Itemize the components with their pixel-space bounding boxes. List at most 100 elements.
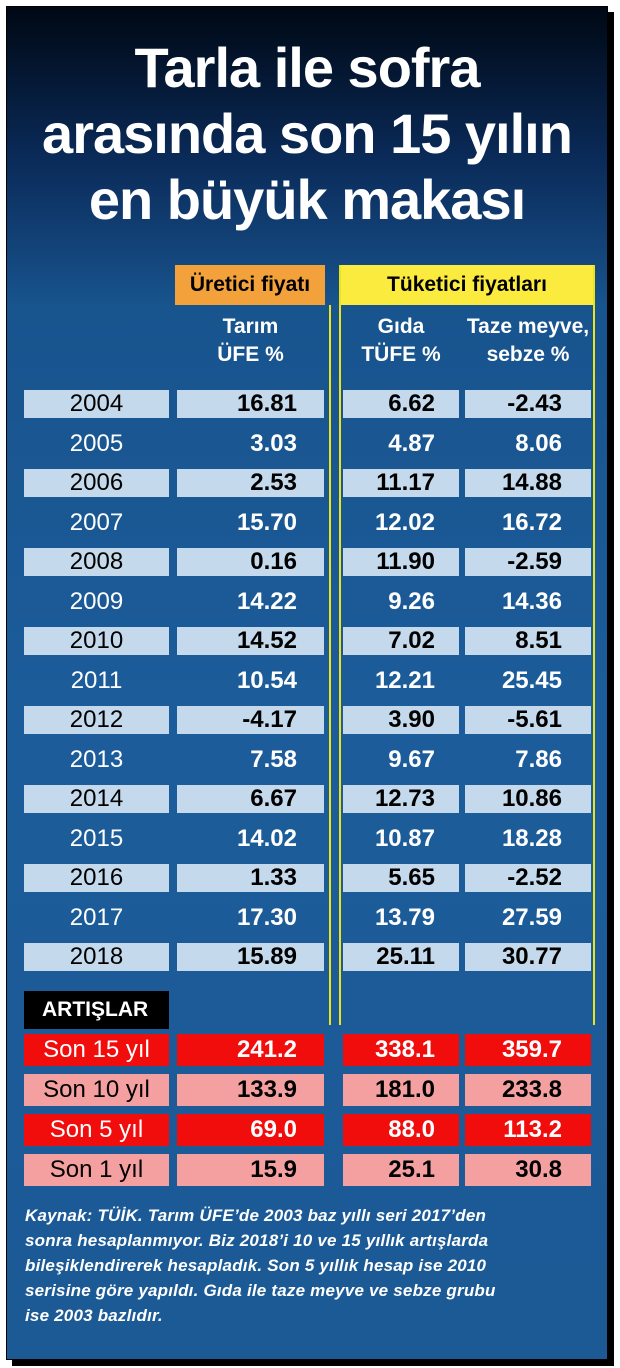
column-header-line: Gıda	[377, 315, 425, 338]
tufe-increase-cell: 25.1	[343, 1154, 459, 1186]
tufe-value-cell: 4.87	[388, 430, 435, 457]
tufe-value-cell: 6.62	[343, 390, 459, 418]
fresh-value-cell: -2.43	[465, 390, 591, 418]
fresh-value-cell: 14.36	[501, 588, 562, 615]
tufe-value-cell: 9.67	[388, 746, 435, 773]
year-cell: 2006	[24, 469, 169, 497]
title-line: arasında son 15 yılın	[42, 102, 573, 165]
ufe-increase-cell: 241.2	[177, 1034, 324, 1066]
ufe-value-cell: 0.16	[177, 548, 324, 576]
year-cell: 2005	[69, 430, 124, 457]
tufe-value-cell: 12.02	[374, 509, 435, 536]
ufe-value-cell: 6.67	[177, 785, 324, 813]
fresh-value-cell: 16.72	[501, 509, 562, 536]
tufe-value-cell: 25.11	[343, 943, 459, 971]
year-cell: 2004	[24, 390, 169, 418]
tufe-increase-cell: 338.1	[343, 1034, 459, 1066]
source-note-line: sonra hesaplanmıyor. Biz 2018’i 10 ve 15…	[25, 1231, 489, 1250]
infographic-card: Tarla ile sofra arasında son 15 yılın en…	[6, 6, 608, 1360]
column-header-ufe: Tarım ÜFE %	[177, 313, 324, 369]
ufe-value-cell: 14.52	[177, 627, 324, 655]
ufe-value-cell: 1.33	[177, 864, 324, 892]
ufe-value-cell: 10.54	[236, 667, 297, 694]
ufe-value-cell: 17.30	[236, 904, 297, 931]
column-header-line: Taze meyve,	[466, 315, 590, 338]
ufe-increase-cell: 69.0	[177, 1114, 324, 1146]
source-note-line: bileşiklendirerek hesapladık. Son 5 yıll…	[25, 1256, 487, 1275]
tufe-value-cell: 11.90	[343, 548, 459, 576]
fresh-increase-cell: 113.2	[465, 1114, 591, 1146]
year-cell: 2018	[24, 943, 169, 971]
ufe-value-cell: 16.81	[177, 390, 324, 418]
increases-label: ARTIŞLAR %	[24, 991, 169, 1059]
year-cell: 2012	[24, 706, 169, 734]
fresh-value-cell: 10.86	[465, 785, 591, 813]
source-note-line: Kaynak: TÜİK. Tarım ÜFE’de 2003 baz yıll…	[25, 1206, 487, 1225]
column-header-line: ÜFE %	[217, 343, 284, 366]
tufe-value-cell: 13.79	[374, 904, 435, 931]
fresh-value-cell: 25.45	[501, 667, 562, 694]
tufe-value-cell: 9.26	[388, 588, 435, 615]
fresh-value-cell: 30.77	[465, 943, 591, 971]
column-divider	[329, 305, 331, 1025]
ufe-value-cell: 14.22	[236, 588, 297, 615]
fresh-value-cell: 8.06	[515, 430, 562, 457]
period-cell: Son 5 yıl	[24, 1114, 169, 1146]
tufe-increase-cell: 88.0	[343, 1114, 459, 1146]
column-divider	[339, 265, 341, 1025]
ufe-value-cell: 15.89	[177, 943, 324, 971]
year-cell: 2017	[69, 904, 124, 931]
fresh-increase-cell: 233.8	[465, 1074, 591, 1106]
year-cell: 2016	[24, 864, 169, 892]
tufe-value-cell: 11.17	[343, 469, 459, 497]
column-header-fresh: Taze meyve, sebze %	[465, 313, 591, 369]
period-cell: Son 1 yıl	[24, 1154, 169, 1186]
year-cell: 2013	[69, 746, 124, 773]
tufe-value-cell: 3.90	[343, 706, 459, 734]
tufe-value-cell: 12.73	[343, 785, 459, 813]
source-note-line: serisine göre yapıldı. Gıda ile taze mey…	[25, 1281, 496, 1300]
producer-price-header: Üretici fiyatı	[175, 265, 325, 305]
fresh-value-cell: 27.59	[501, 904, 562, 931]
ufe-value-cell: 2.53	[177, 469, 324, 497]
year-cell: 2011	[70, 667, 123, 694]
title-line: en büyük makası	[88, 168, 526, 231]
source-note-line: ise 2003 bazlıdır.	[25, 1306, 163, 1325]
ufe-value-cell: 14.02	[236, 825, 297, 852]
tufe-value-cell: 12.21	[374, 667, 435, 694]
ufe-value-cell: 7.58	[250, 746, 297, 773]
fresh-increase-cell: 359.7	[465, 1034, 591, 1066]
column-header-line: TÜFE %	[361, 343, 441, 366]
fresh-value-cell: 18.28	[501, 825, 562, 852]
ufe-value-cell: 3.03	[250, 430, 297, 457]
fresh-value-cell: -5.61	[465, 706, 591, 734]
year-cell: 2010	[24, 627, 169, 655]
tufe-increase-cell: 181.0	[343, 1074, 459, 1106]
column-header-line: Tarım	[222, 315, 279, 338]
title-line: Tarla ile sofra	[134, 36, 480, 99]
ufe-value-cell: 15.70	[236, 509, 297, 536]
column-divider	[593, 265, 595, 1025]
ufe-value-cell: -4.17	[177, 706, 324, 734]
source-note: Kaynak: TÜİK. Tarım ÜFE’de 2003 baz yıll…	[25, 1203, 605, 1328]
fresh-value-cell: -2.59	[465, 548, 591, 576]
year-cell: 2014	[24, 785, 169, 813]
ufe-increase-cell: 15.9	[177, 1154, 324, 1186]
tufe-value-cell: 5.65	[343, 864, 459, 892]
year-cell: 2007	[69, 509, 124, 536]
ufe-increase-cell: 133.9	[177, 1074, 324, 1106]
year-cell: 2015	[69, 825, 124, 852]
fresh-value-cell: -2.52	[465, 864, 591, 892]
fresh-value-cell: 8.51	[465, 627, 591, 655]
period-cell: Son 15 yıl	[24, 1034, 169, 1066]
year-cell: 2008	[24, 548, 169, 576]
fresh-value-cell: 7.86	[515, 746, 562, 773]
consumer-price-header: Tüketici fiyatları	[341, 265, 593, 305]
column-header-line: sebze %	[486, 343, 570, 366]
tufe-value-cell: 7.02	[343, 627, 459, 655]
tufe-value-cell: 10.87	[374, 825, 435, 852]
fresh-value-cell: 14.88	[465, 469, 591, 497]
fresh-increase-cell: 30.8	[465, 1154, 591, 1186]
column-header-tufe: Gıda TÜFE %	[343, 313, 459, 369]
period-cell: Son 10 yıl	[24, 1074, 169, 1106]
